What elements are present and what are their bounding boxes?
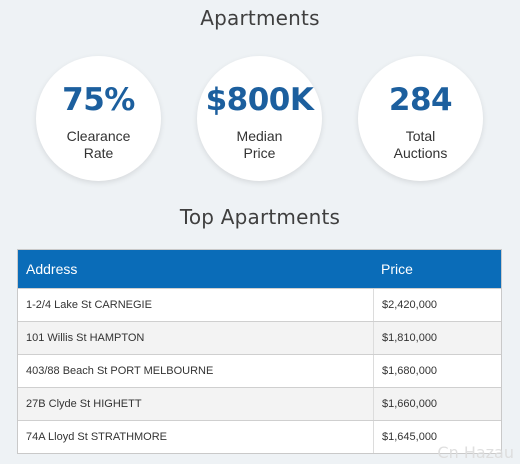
top-apartments-table: Address Price 1-2/4 Lake St CARNEGIE $2,… bbox=[17, 249, 502, 454]
stat-label-line: Clearance bbox=[66, 128, 131, 144]
stat-label-line: Total bbox=[405, 128, 436, 144]
stat-label-line: Auctions bbox=[393, 145, 448, 161]
price-cell: $1,645,000 bbox=[373, 421, 501, 453]
stat-label: Total Auctions bbox=[358, 128, 483, 162]
address-cell: 403/88 Beach St PORT MELBOURNE bbox=[26, 365, 214, 377]
price-cell: $1,660,000 bbox=[373, 388, 501, 420]
address-cell: 1-2/4 Lake St CARNEGIE bbox=[26, 299, 152, 311]
stat-value: 75% bbox=[62, 82, 135, 118]
stat-label-line: Rate bbox=[83, 145, 114, 161]
watermark: Cn Hazau bbox=[437, 443, 514, 462]
address-cell: 74A Lloyd St STRATHMORE bbox=[26, 431, 168, 443]
stat-label-line: Median bbox=[236, 128, 283, 144]
price-cell: $1,810,000 bbox=[373, 322, 501, 354]
clearance-rate-stat: 75% Clearance Rate bbox=[36, 56, 161, 181]
table-row: 27B Clyde St HIGHETT $1,660,000 bbox=[18, 387, 501, 420]
stat-value: 284 bbox=[388, 82, 453, 118]
stat-value: $800K bbox=[205, 82, 314, 118]
table-row: 74A Lloyd St STRATHMORE $1,645,000 bbox=[18, 420, 501, 453]
section-title: Top Apartments bbox=[179, 205, 341, 229]
median-price-stat: $800K Median Price bbox=[197, 56, 322, 181]
page-title: Apartments bbox=[200, 6, 320, 30]
column-header-price[interactable]: Price bbox=[381, 261, 413, 277]
stat-label-line: Price bbox=[243, 145, 276, 161]
table-row: 403/88 Beach St PORT MELBOURNE $1,680,00… bbox=[18, 354, 501, 387]
table-header: Address Price bbox=[18, 250, 501, 288]
address-cell: 27B Clyde St HIGHETT bbox=[26, 398, 142, 410]
table-row: 101 Willis St HAMPTON $1,810,000 bbox=[18, 321, 501, 354]
price-cell: $2,420,000 bbox=[373, 289, 501, 321]
stat-label: Clearance Rate bbox=[36, 128, 161, 162]
stat-label: Median Price bbox=[197, 128, 322, 162]
column-header-address[interactable]: Address bbox=[26, 261, 78, 277]
total-auctions-stat: 284 Total Auctions bbox=[358, 56, 483, 181]
table-row: 1-2/4 Lake St CARNEGIE $2,420,000 bbox=[18, 288, 501, 321]
address-cell: 101 Willis St HAMPTON bbox=[26, 332, 145, 344]
price-cell: $1,680,000 bbox=[373, 355, 501, 387]
